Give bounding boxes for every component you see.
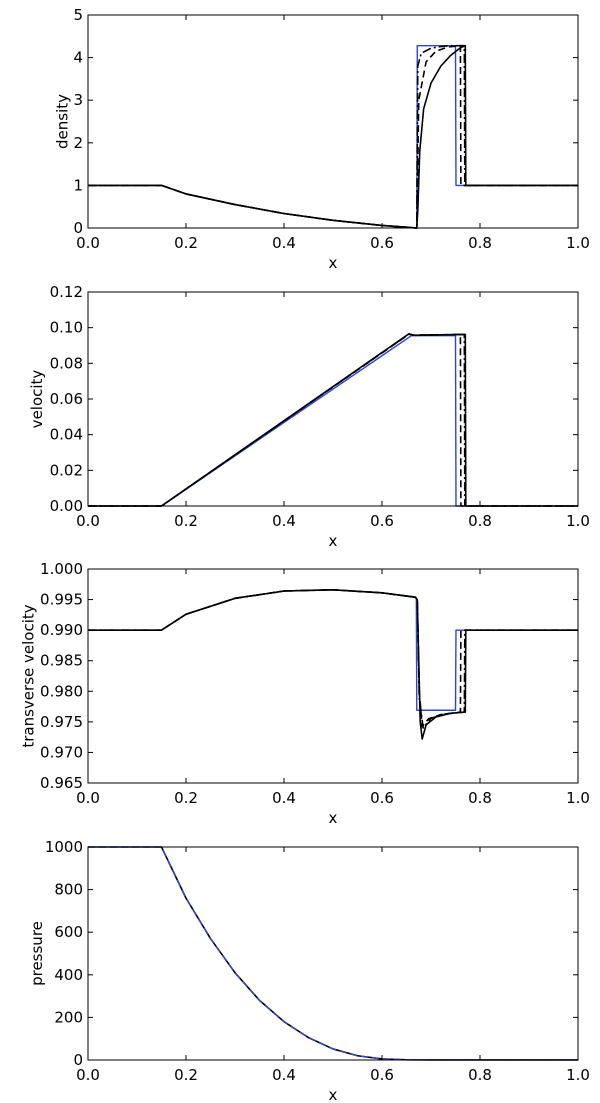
y-tick-label: 2 (73, 134, 83, 152)
y-tick-label: 0.10 (50, 319, 83, 337)
x-axis-label: x (329, 532, 338, 550)
y-tick-label: 400 (54, 966, 83, 984)
series-line-3 (88, 333, 578, 507)
plot-frame (87, 291, 579, 507)
x-tick-label: 0.8 (468, 234, 492, 252)
series-line-4 (88, 333, 578, 507)
y-tick-label: 1000 (45, 838, 83, 856)
y-axis-label: pressure (28, 921, 46, 986)
x-tick-label: 0.2 (174, 1066, 198, 1084)
x-tick-label: 0.0 (76, 234, 100, 252)
series-line-2 (88, 846, 578, 1061)
y-tick-label: 0.995 (40, 591, 83, 609)
x-tick-label: 0.4 (272, 789, 296, 807)
y-axis-label: density (54, 94, 72, 149)
x-tick-label: 0.2 (174, 789, 198, 807)
x-tick-label: 0.8 (468, 512, 492, 530)
y-tick-label: 200 (54, 1008, 83, 1026)
x-tick-label: 0.6 (370, 1066, 394, 1084)
y-tick-label: 5 (73, 6, 83, 24)
plot-frame (87, 14, 579, 229)
x-tick-label: 0.0 (76, 512, 100, 530)
plot-frame (87, 846, 579, 1061)
x-tick-label: 0.4 (272, 234, 296, 252)
chart-panel-3: 0.0 0.2 0.4 0.6 0.8 1.0 0.965 0.970 0.975 0.980 0.… (20, 560, 590, 827)
y-tick-label: 0 (73, 1051, 83, 1069)
series-line-4 (88, 44, 578, 229)
x-tick-label: 0.6 (370, 512, 394, 530)
x-tick-label: 0.8 (468, 789, 492, 807)
x-tick-label: 0.6 (370, 234, 394, 252)
x-axis-label: x (329, 254, 338, 272)
series-line-3 (88, 588, 578, 728)
y-tick-label: 0.12 (50, 283, 83, 301)
series-group (88, 588, 578, 740)
x-tick-label: 1.0 (566, 1066, 590, 1084)
x-tick-label: 1.0 (566, 789, 590, 807)
series-group (88, 846, 578, 1061)
x-tick-label: 0.6 (370, 789, 394, 807)
x-tick-label: 0.8 (468, 1066, 492, 1084)
y-axis-label: velocity (28, 370, 46, 429)
y-tick-label: 0.06 (50, 390, 83, 408)
y-tick-label: 0.00 (50, 497, 83, 515)
y-tick-label: 1 (73, 176, 83, 194)
series-line-1 (88, 44, 578, 229)
chart-panel-2: 0.0 0.2 0.4 0.6 0.8 1.0 0.00 0.02 0.04 0.06 0.08 0.… (28, 283, 590, 550)
x-tick-label: 1.0 (566, 234, 590, 252)
series-line-3 (88, 44, 578, 229)
x-tick-label: 1.0 (566, 512, 590, 530)
series-group (88, 44, 578, 229)
y-tick-label: 800 (54, 881, 83, 899)
x-tick-label: 0.4 (272, 512, 296, 530)
x-tick-label: 0.2 (174, 512, 198, 530)
series-line-1 (88, 334, 578, 507)
y-tick-label: 0.970 (40, 743, 83, 761)
series-line-2 (88, 44, 578, 229)
x-tick-label: 0.4 (272, 1066, 296, 1084)
series-line-1 (88, 589, 578, 711)
y-tick-label: 4 (73, 49, 83, 67)
series-line-4 (88, 588, 578, 729)
y-tick-label: 0.02 (50, 461, 83, 479)
y-tick-label: 0.08 (50, 354, 83, 372)
series-line-2 (88, 332, 578, 507)
y-tick-label: 3 (73, 91, 83, 109)
x-axis-label: x (329, 809, 338, 827)
x-tick-label: 0.2 (174, 234, 198, 252)
y-tick-label: 0 (73, 219, 83, 237)
series-line-2 (88, 588, 578, 740)
series-group (88, 332, 578, 507)
y-axis-label: transverse velocity (20, 604, 38, 747)
y-tick-label: 1.000 (40, 560, 83, 578)
x-tick-label: 0.0 (76, 1066, 100, 1084)
y-tick-label: 0.985 (40, 652, 83, 670)
chart-panel-4: 0.0 0.2 0.4 0.6 0.8 1.0 0 200 400 600 800 1000 x pres… (28, 838, 590, 1103)
y-tick-label: 0.975 (40, 713, 83, 731)
y-tick-label: 0.965 (40, 774, 83, 792)
chart-panel-1: 0.0 0.2 0.4 0.6 0.8 1.0 0 1 2 3 4 5 x density (54, 6, 590, 272)
plot-frame (87, 568, 579, 784)
y-tick-label: 0.990 (40, 621, 83, 639)
x-axis-label: x (329, 1086, 338, 1103)
y-tick-label: 0.980 (40, 682, 83, 700)
series-line-1 (88, 846, 578, 1061)
y-tick-label: 0.04 (50, 426, 83, 444)
y-tick-label: 600 (54, 923, 83, 941)
x-tick-label: 0.0 (76, 789, 100, 807)
